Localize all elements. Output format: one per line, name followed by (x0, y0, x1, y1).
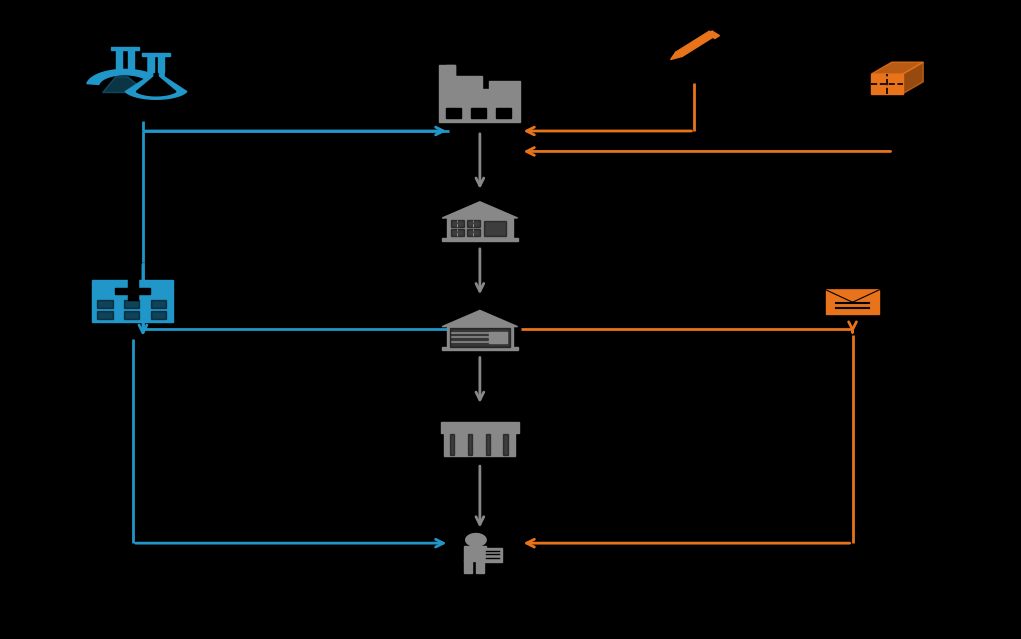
Polygon shape (442, 238, 518, 241)
Polygon shape (450, 434, 454, 455)
Polygon shape (148, 54, 154, 72)
Polygon shape (151, 311, 166, 319)
Polygon shape (128, 278, 138, 300)
Polygon shape (473, 76, 482, 95)
Polygon shape (496, 108, 512, 118)
Polygon shape (444, 433, 516, 456)
Polygon shape (115, 288, 150, 294)
Polygon shape (151, 300, 166, 308)
Polygon shape (446, 108, 461, 118)
Polygon shape (451, 229, 465, 236)
Polygon shape (468, 434, 473, 455)
Polygon shape (486, 434, 490, 455)
Polygon shape (466, 534, 486, 546)
Polygon shape (128, 50, 134, 72)
Polygon shape (102, 77, 147, 93)
Polygon shape (439, 65, 521, 95)
Polygon shape (826, 290, 879, 314)
Polygon shape (450, 328, 509, 347)
Polygon shape (442, 311, 518, 327)
Polygon shape (451, 220, 465, 227)
Polygon shape (125, 300, 140, 308)
Polygon shape (676, 31, 716, 56)
Polygon shape (465, 560, 472, 573)
Polygon shape (484, 222, 505, 236)
Polygon shape (439, 95, 521, 122)
Polygon shape (447, 218, 513, 239)
Polygon shape (158, 54, 164, 72)
Polygon shape (134, 79, 179, 91)
Polygon shape (489, 332, 506, 343)
Polygon shape (97, 311, 112, 319)
Polygon shape (446, 65, 454, 95)
Polygon shape (447, 327, 513, 348)
Polygon shape (110, 47, 139, 50)
Polygon shape (503, 434, 507, 455)
Polygon shape (442, 347, 518, 350)
Polygon shape (440, 422, 519, 433)
Polygon shape (826, 290, 879, 302)
Polygon shape (467, 220, 480, 227)
Polygon shape (671, 52, 682, 59)
Polygon shape (465, 546, 486, 560)
Polygon shape (87, 70, 162, 84)
Polygon shape (903, 62, 923, 94)
Polygon shape (92, 281, 174, 323)
Polygon shape (115, 50, 121, 72)
Polygon shape (871, 62, 923, 74)
Polygon shape (142, 53, 171, 56)
Polygon shape (471, 108, 486, 118)
Polygon shape (136, 56, 176, 96)
Polygon shape (467, 229, 480, 236)
Polygon shape (442, 202, 518, 218)
Polygon shape (483, 548, 502, 562)
Polygon shape (125, 311, 140, 319)
Polygon shape (708, 31, 720, 38)
Polygon shape (97, 300, 112, 308)
Polygon shape (476, 560, 484, 573)
Polygon shape (871, 74, 903, 94)
Polygon shape (126, 54, 187, 99)
